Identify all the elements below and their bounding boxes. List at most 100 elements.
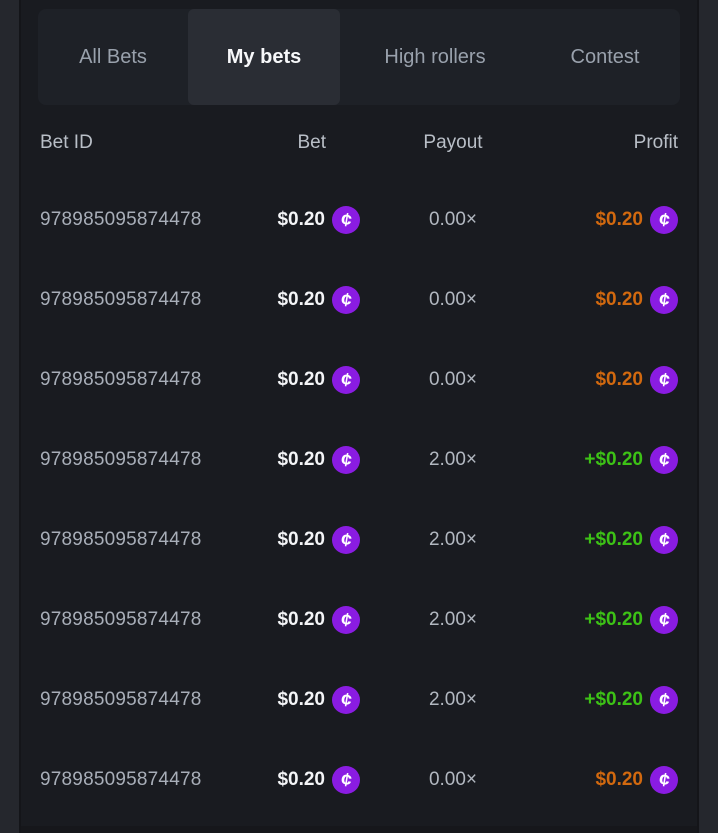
payout-cell: 2.00×: [360, 529, 546, 551]
bet-amount: $0.20: [277, 449, 325, 470]
cent-glyph: ¢: [657, 288, 671, 312]
column-header-bet-id: Bet ID: [40, 131, 93, 153]
bet-id-value: 978985095874478: [40, 769, 202, 790]
bet-cell: $0.20 ¢: [230, 206, 360, 234]
column-header-profit: Profit: [633, 131, 678, 153]
cent-coin-icon: ¢: [650, 526, 678, 554]
table-row[interactable]: 978985095874478 $0.20 ¢ 2.00× +$0.20 ¢: [40, 660, 678, 740]
bets-table: Bet ID Bet Payout Profit 978985095874478…: [21, 105, 697, 820]
cent-coin-icon: ¢: [650, 766, 678, 794]
tab-high-rollers[interactable]: High rollers: [384, 45, 486, 68]
tab-contest[interactable]: Contest: [570, 45, 640, 68]
bet-cell: $0.20 ¢: [230, 606, 360, 634]
profit-cell: +$0.20 ¢: [546, 606, 678, 634]
bet-id-cell: 978985095874478: [40, 529, 230, 551]
bet-cell: $0.20 ¢: [230, 766, 360, 794]
payout-value: 2.00×: [428, 689, 478, 710]
table-row[interactable]: 978985095874478 $0.20 ¢ 0.00× $0.20 ¢: [40, 180, 678, 260]
cent-coin-icon: ¢: [650, 606, 678, 634]
cent-glyph: ¢: [657, 448, 671, 472]
bet-amount: $0.20: [277, 529, 325, 550]
profit-amount: +$0.20: [584, 529, 643, 550]
bet-cell: $0.20 ¢: [230, 526, 360, 554]
table-row[interactable]: 978985095874478 $0.20 ¢ 2.00× +$0.20 ¢: [40, 420, 678, 500]
column-header-bet: Bet: [297, 131, 326, 153]
cent-glyph: ¢: [657, 768, 671, 792]
cent-coin-icon: ¢: [332, 366, 360, 394]
payout-value: 0.00×: [428, 369, 478, 390]
cent-coin-icon: ¢: [332, 686, 360, 714]
bet-amount: $0.20: [277, 289, 325, 310]
table-body: 978985095874478 $0.20 ¢ 0.00× $0.20 ¢ 97…: [40, 180, 678, 820]
payout-cell: 0.00×: [360, 289, 546, 311]
bet-cell: $0.20 ¢: [230, 366, 360, 394]
payout-value: 0.00×: [428, 209, 478, 230]
payout-value: 2.00×: [428, 449, 478, 470]
bet-cell: $0.20 ¢: [230, 286, 360, 314]
cent-glyph: ¢: [657, 528, 671, 552]
payout-value: 2.00×: [428, 609, 478, 630]
table-row[interactable]: 978985095874478 $0.20 ¢ 2.00× +$0.20 ¢: [40, 500, 678, 580]
bet-id-cell: 978985095874478: [40, 289, 230, 311]
profit-amount: +$0.20: [584, 689, 643, 710]
table-row[interactable]: 978985095874478 $0.20 ¢ 0.00× $0.20 ¢: [40, 340, 678, 420]
profit-amount: +$0.20: [584, 609, 643, 630]
bet-id-value: 978985095874478: [40, 449, 202, 470]
cent-glyph: ¢: [657, 368, 671, 392]
bet-amount: $0.20: [277, 689, 325, 710]
cent-coin-icon: ¢: [332, 766, 360, 794]
profit-cell: $0.20 ¢: [546, 766, 678, 794]
cent-coin-icon: ¢: [650, 206, 678, 234]
cent-glyph: ¢: [657, 608, 671, 632]
payout-value: 0.00×: [428, 769, 478, 790]
table-row[interactable]: 978985095874478 $0.20 ¢ 0.00× $0.20 ¢: [40, 740, 678, 820]
profit-cell: +$0.20 ¢: [546, 686, 678, 714]
payout-value: 2.00×: [428, 529, 478, 550]
cent-coin-icon: ¢: [650, 286, 678, 314]
bet-amount: $0.20: [277, 609, 325, 630]
profit-amount: $0.20: [595, 369, 643, 390]
profit-cell: $0.20 ¢: [546, 206, 678, 234]
payout-value: 0.00×: [428, 289, 478, 310]
cent-glyph: ¢: [339, 448, 353, 472]
profit-amount: $0.20: [595, 769, 643, 790]
column-header-payout: Payout: [423, 131, 483, 153]
profit-cell: +$0.20 ¢: [546, 446, 678, 474]
payout-cell: 0.00×: [360, 209, 546, 231]
payout-cell: 2.00×: [360, 609, 546, 631]
cent-glyph: ¢: [657, 688, 671, 712]
bets-tabbar: All Bets My bets High rollers Contest: [38, 9, 680, 105]
panel-bottom-edge: [21, 826, 697, 833]
cent-glyph: ¢: [339, 368, 353, 392]
bet-amount: $0.20: [277, 209, 325, 230]
payout-cell: 2.00×: [360, 689, 546, 711]
profit-amount: +$0.20: [584, 449, 643, 470]
bet-amount: $0.20: [277, 769, 325, 790]
bet-id-cell: 978985095874478: [40, 769, 230, 791]
bet-amount: $0.20: [277, 369, 325, 390]
bet-id-value: 978985095874478: [40, 609, 202, 630]
tab-all-bets[interactable]: All Bets: [79, 45, 147, 68]
profit-cell: $0.20 ¢: [546, 286, 678, 314]
profit-cell: +$0.20 ¢: [546, 526, 678, 554]
table-row[interactable]: 978985095874478 $0.20 ¢ 0.00× $0.20 ¢: [40, 260, 678, 340]
cent-coin-icon: ¢: [332, 606, 360, 634]
bet-id-cell: 978985095874478: [40, 369, 230, 391]
bet-cell: $0.20 ¢: [230, 686, 360, 714]
bet-cell: $0.20 ¢: [230, 446, 360, 474]
cent-coin-icon: ¢: [650, 686, 678, 714]
profit-amount: $0.20: [595, 209, 643, 230]
tab-my-bets[interactable]: My bets: [188, 9, 340, 105]
bet-id-value: 978985095874478: [40, 289, 202, 310]
cent-coin-icon: ¢: [650, 446, 678, 474]
cent-glyph: ¢: [339, 688, 353, 712]
profit-cell: $0.20 ¢: [546, 366, 678, 394]
cent-glyph: ¢: [339, 768, 353, 792]
cent-coin-icon: ¢: [332, 526, 360, 554]
bets-panel: All Bets My bets High rollers Contest Be…: [19, 0, 699, 833]
table-row[interactable]: 978985095874478 $0.20 ¢ 2.00× +$0.20 ¢: [40, 580, 678, 660]
cent-glyph: ¢: [339, 608, 353, 632]
bet-id-cell: 978985095874478: [40, 209, 230, 231]
bet-id-cell: 978985095874478: [40, 449, 230, 471]
